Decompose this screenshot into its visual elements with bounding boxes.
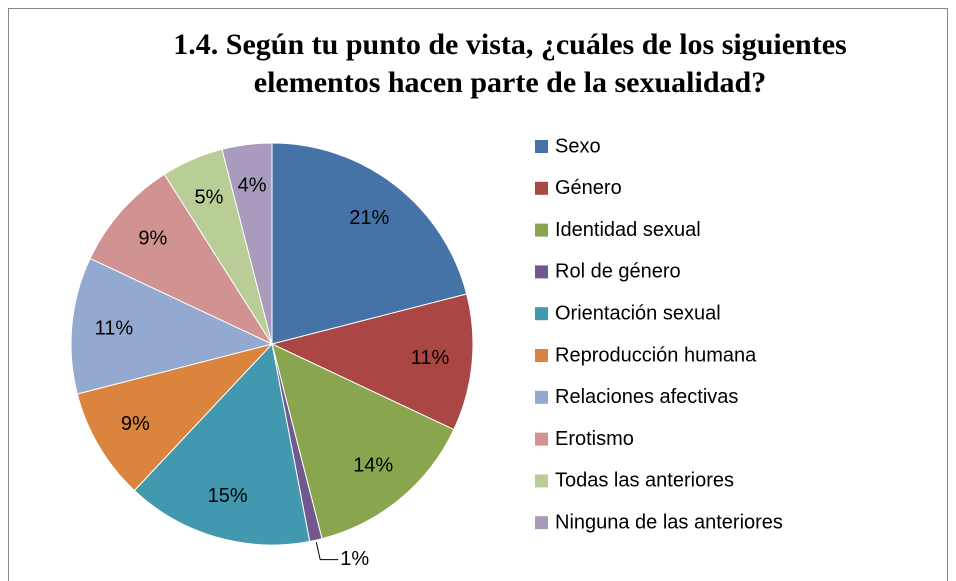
pie-slice: [270, 293, 474, 431]
legend-label: Rol de género: [555, 261, 681, 283]
legend-label: Relaciones afectivas: [555, 386, 738, 408]
legend-swatch: [535, 432, 548, 446]
pie-slice: [271, 142, 468, 345]
legend-label: Reproducción humana: [555, 344, 757, 366]
legend-swatch: [535, 181, 548, 195]
data-label: 21%: [349, 207, 389, 229]
legend-label: Sexo: [555, 135, 601, 157]
legend-label: Todas las anteriores: [555, 470, 734, 492]
data-label: 9%: [121, 413, 150, 435]
chart-title: 1.4. Según tu punto de vista, ¿cuáles de…: [173, 28, 846, 61]
chart-title: elementos hacen parte de la sexualidad?: [254, 66, 766, 99]
data-label: 4%: [238, 175, 267, 197]
pie-slice: [271, 343, 455, 540]
legend-label: Identidad sexual: [555, 219, 701, 241]
legend-swatch: [535, 349, 548, 362]
data-label: 9%: [138, 227, 167, 249]
pie-slice: [89, 173, 274, 346]
legend-label: Género: [555, 177, 622, 199]
data-label: 11%: [95, 317, 134, 339]
legend-label: Erotismo: [555, 428, 634, 450]
data-label: 15%: [208, 485, 248, 507]
legend-swatch: [535, 265, 548, 279]
data-label: 14%: [353, 455, 393, 477]
data-label: 11%: [411, 347, 450, 369]
legend-swatch: [535, 516, 548, 530]
legend-swatch: [535, 390, 548, 404]
legend-swatch: [535, 307, 548, 321]
pie-slice: [76, 343, 274, 492]
leader-line: [315, 542, 339, 561]
data-label: 1%: [340, 548, 369, 570]
legend-swatch: [535, 140, 548, 153]
legend-label: Ninguna de las anteriores: [555, 511, 783, 533]
pie-slice: [133, 342, 311, 546]
legend-swatch: [535, 474, 548, 488]
pie-slice: [221, 142, 273, 345]
data-label: 5%: [194, 187, 223, 209]
legend-swatch: [535, 223, 548, 237]
legend-label: Orientación sexual: [555, 302, 721, 324]
pie-slice: [70, 257, 274, 395]
